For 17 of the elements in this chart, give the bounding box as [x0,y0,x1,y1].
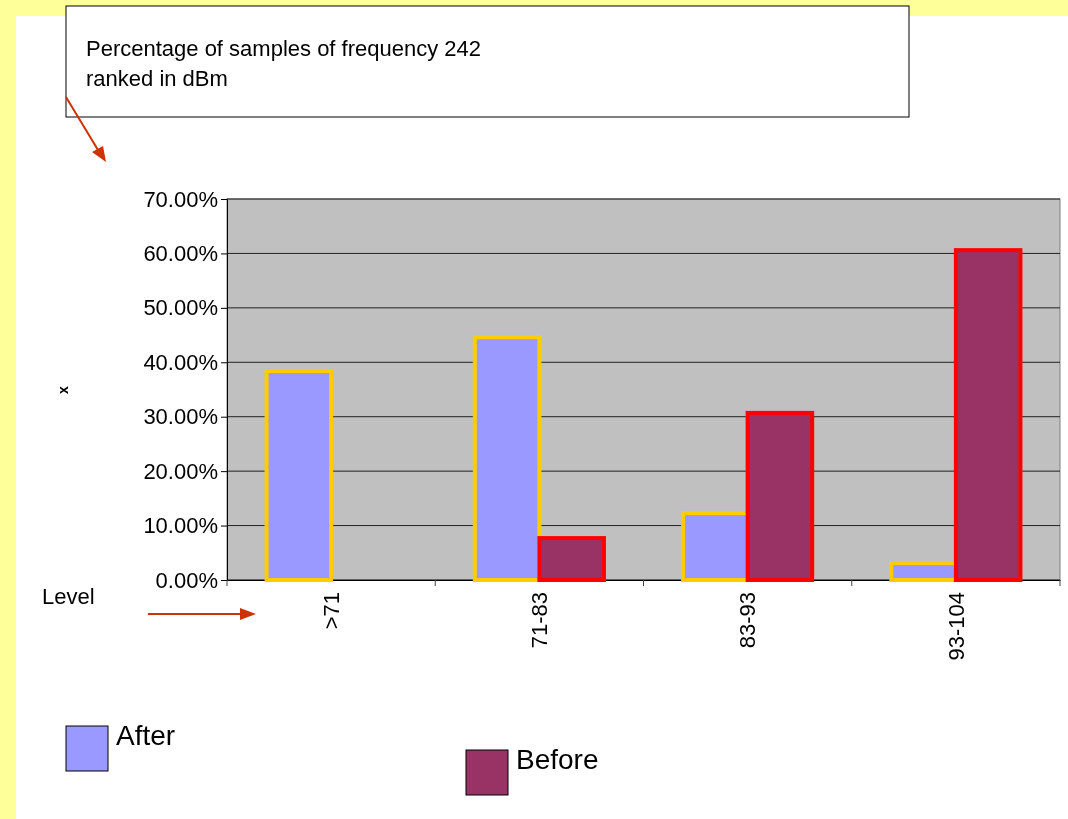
y-tick-label: 0.00% [155,567,218,593]
y-tick-label: 50.00% [143,295,218,321]
y-tick-label: 10.00% [143,513,218,539]
y-tick-label: 70.00% [143,186,218,212]
y-tick-label: 30.00% [143,404,218,430]
y-tick-label: 60.00% [143,240,218,266]
y-tick-label: 40.00% [143,349,218,375]
legend-label: Before [516,744,599,775]
x-tick-label: >71 [318,592,344,630]
x-axis-title: Level [42,584,95,609]
x-tick-label: 71-83 [527,592,553,649]
x-tick-label: 83-93 [735,592,761,649]
text: x [55,385,71,394]
y-tick-label: 20.00% [143,458,218,484]
x-tick-label: 93-104 [943,592,969,661]
legend-label: After [116,720,176,751]
text: Percentage of samples of frequency 242 ranked in dBm [86,36,482,91]
